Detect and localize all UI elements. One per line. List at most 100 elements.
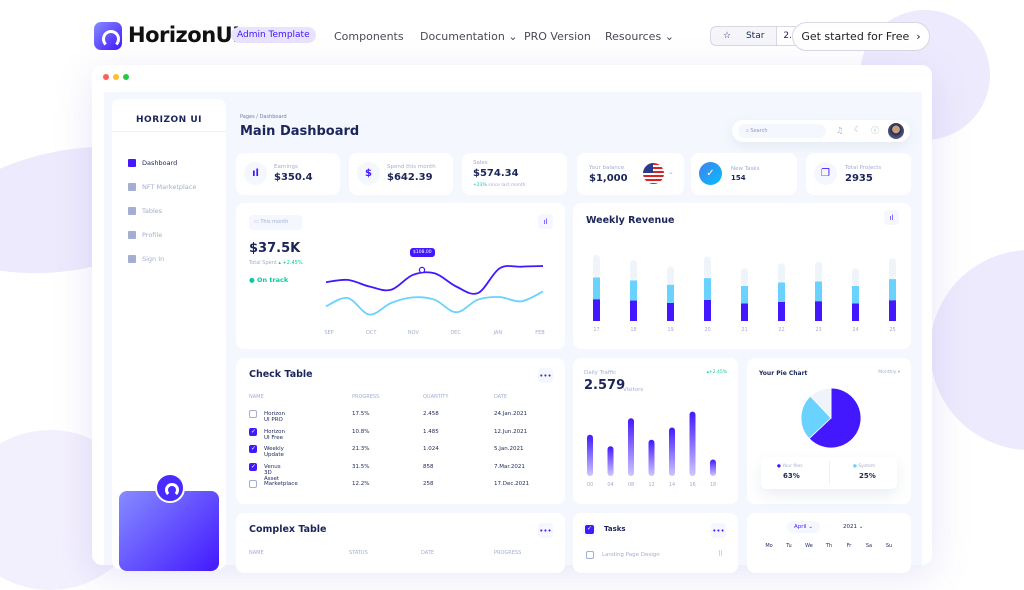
bar-segment-25-3 — [889, 258, 896, 280]
x-tick-label: 18 — [709, 482, 717, 488]
nav-documentation[interactable]: Documentation ⌄ — [420, 30, 518, 43]
traffic-bar-08 — [628, 418, 634, 476]
line-chart — [325, 265, 544, 316]
stat-card-balance: Your balance $1,000 ⌄ — [577, 153, 684, 195]
column-header: PROGRESS — [352, 394, 380, 400]
row-date: 24.Jan.2021 — [494, 411, 527, 417]
x-tick-label: 25 — [889, 327, 896, 333]
weekday-label: We — [805, 543, 813, 549]
search-input[interactable]: ⌕ Search — [738, 124, 826, 138]
total-spent-label: Total Spent — [249, 260, 277, 266]
stat-change-text: since last month — [488, 183, 526, 188]
sidebar-item-label: Sign In — [142, 255, 165, 263]
upgrade-promo-card[interactable] — [119, 473, 219, 571]
sidebar-item-dashboard[interactable]: Dashboard — [128, 159, 177, 167]
column-header: STATUS — [349, 550, 368, 556]
row-date: 12.Jun.2021 — [494, 428, 528, 435]
pie-chart-card: Your Pie Chart Monthly ▾ ● Your files 63… — [747, 358, 911, 504]
x-tick-label: SEP — [324, 330, 334, 336]
row-name: Weekly Update — [264, 446, 284, 458]
sidebar-item-profile[interactable]: Profile — [128, 231, 162, 239]
row-name: Marketplace — [264, 481, 298, 487]
x-tick-label: NOV — [407, 330, 419, 336]
stat-value: $642.39 — [387, 172, 433, 183]
avatar[interactable] — [888, 123, 904, 139]
row-name: Venus 3D Asset — [264, 463, 281, 482]
row-checkbox[interactable] — [249, 480, 257, 488]
x-tick-label: 04 — [607, 482, 614, 488]
more-options-button[interactable]: ••• — [538, 523, 553, 538]
drag-handle-icon[interactable]: ⠿ — [718, 550, 724, 558]
info-icon[interactable]: ⓘ — [871, 126, 879, 135]
row-checkbox[interactable] — [249, 410, 257, 418]
on-track-status: On track — [256, 276, 289, 284]
traffic-bar-12 — [648, 439, 655, 476]
column-header: DATE — [494, 394, 508, 400]
weekday-label: Su — [885, 543, 893, 549]
task-checkbox[interactable] — [586, 551, 594, 559]
logo[interactable]: HorizonUI — [128, 23, 240, 47]
row-progress: 17.5% — [352, 411, 370, 417]
get-started-label: Get started for Free — [801, 30, 910, 43]
more-options-button[interactable]: ••• — [538, 368, 553, 383]
weekday-label: Th — [825, 543, 833, 549]
moon-icon[interactable]: ☾ — [854, 125, 862, 134]
sidebar-item-tables[interactable]: Tables — [128, 207, 162, 215]
nav-pro-version[interactable]: PRO Version — [524, 30, 591, 43]
x-tick-label: 00 — [586, 482, 594, 488]
stat-label: Your balance — [589, 165, 625, 171]
bar-segment-18-3 — [630, 259, 637, 281]
bar-segment-23-2 — [815, 281, 822, 302]
sidebar-item-nft-marketplace[interactable]: NFT Marketplace — [128, 183, 196, 191]
row-name: Horizon UI PRO — [264, 411, 286, 423]
row-checkbox[interactable] — [249, 445, 257, 453]
logo-icon — [94, 22, 122, 50]
row-checkbox[interactable] — [249, 462, 257, 471]
check-circle-icon: ● — [249, 276, 255, 284]
traffic-bar-14 — [669, 427, 675, 476]
get-started-button[interactable]: Get started for Free › — [792, 22, 930, 51]
x-tick-label: 24 — [852, 327, 859, 333]
tooltip-point[interactable] — [418, 266, 426, 274]
pie-slice-other — [809, 387, 832, 420]
row-date: 17.Dec.2021 — [494, 481, 530, 487]
period-select[interactable]: Monthly ▾ — [878, 370, 900, 375]
stat-card-sales: Sales $574.34 +23% since last month — [462, 153, 567, 195]
chevron-down-icon[interactable]: ⌄ — [668, 168, 674, 176]
stat-label: Earnings — [274, 164, 298, 170]
bar-segment-18-1 — [630, 300, 637, 321]
month-select[interactable]: April ⌄ — [787, 521, 820, 533]
row-progress: 21.3% — [352, 446, 370, 452]
breadcrumb[interactable]: Pages / Dashboard — [240, 114, 287, 120]
x-tick-label: OCT — [365, 330, 377, 336]
this-month-button[interactable]: ▭ This month — [249, 215, 302, 230]
row-checkbox[interactable] — [249, 427, 257, 436]
weekly-revenue-title: Weekly Revenue — [586, 215, 675, 226]
year-select[interactable]: 2021 ⌄ — [843, 524, 864, 530]
bar-segment-23-1 — [815, 301, 822, 321]
row-date: 7.Mar.2021 — [494, 463, 525, 470]
bell-icon[interactable]: ♫ — [836, 126, 844, 135]
sidebar-item-sign-in[interactable]: Sign In — [128, 255, 164, 263]
us-flag-icon[interactable] — [643, 163, 664, 184]
stat-card-new-tasks: ✓ New Tasks 154 — [691, 153, 797, 195]
more-options-button[interactable]: ••• — [711, 523, 726, 538]
bar-chart-icon[interactable]: ıl — [884, 210, 899, 225]
daily-traffic-card: Daily Traffic ▴+2.45% 2.579 Visitors 00 0… — [573, 358, 738, 504]
bar-chart-icon[interactable]: ıl — [538, 214, 553, 229]
x-tick-label: 20 — [704, 327, 711, 333]
traffic-bar-00 — [587, 434, 593, 476]
bar-segment-25-1 — [889, 300, 896, 321]
bar-segment-20-3 — [704, 256, 711, 279]
daily-traffic-unit: Visitors — [623, 387, 644, 393]
row-quantity: 1.024 — [423, 446, 439, 452]
column-header: DATE — [421, 550, 435, 556]
traffic-bar-16 — [689, 411, 696, 476]
dollar-icon: $ — [357, 162, 380, 185]
bar-segment-17-3 — [593, 255, 600, 278]
nav-components[interactable]: Components — [334, 30, 404, 43]
sidebar-item-label: NFT Marketplace — [142, 183, 197, 191]
nav-resources[interactable]: Resources ⌄ — [605, 30, 674, 43]
dashboard-preview-window: HORIZON UI Dashboard NFT Marketplace Tab… — [92, 65, 932, 573]
weekday-label: Mo — [765, 543, 773, 549]
